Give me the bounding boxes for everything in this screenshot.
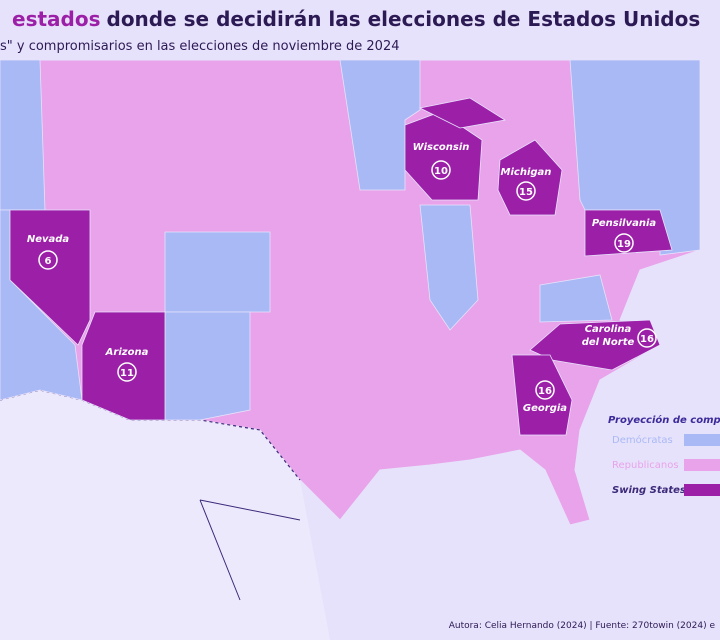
state-shape [164,311,251,421]
border-line [199,499,301,601]
source: Autora: Celia Hernando (2024) | Fuente: … [449,621,716,631]
legend-label: Demócratas [612,434,673,446]
state-name-line: del Norte [582,337,635,348]
mexico [0,390,330,640]
state-name: Michigan [501,167,552,178]
state-shape [419,204,479,331]
state-shape [418,97,507,129]
state-shape [584,209,673,257]
vote-badge [516,181,536,201]
state-name: Georgia [523,403,567,414]
title-rest: donde se decidirán las elecciones de Est… [107,7,701,31]
electoral-votes: 6 [45,256,52,267]
state-shape [511,354,573,436]
electoral-votes: 19 [617,239,631,250]
state-name: Pensilvania [592,218,657,229]
title-highlight: estados [12,7,101,31]
swing-states [9,97,673,436]
vote-badge [535,380,555,400]
vote-badge [431,160,451,180]
legend-swatch [684,484,720,496]
legend-swatch [684,459,720,471]
state-name: Wisconsin [413,142,470,153]
state-shape [539,274,613,323]
state-name: Arizona [105,347,149,358]
state-name: Carolina del Norte [582,324,635,348]
state-shape [81,311,166,421]
electoral-votes: 15 [519,187,533,198]
vote-badge [117,362,137,382]
state-shape [164,231,271,313]
electoral-votes: 11 [120,368,134,379]
vote-badge [614,233,634,253]
electoral-votes: 10 [434,166,448,177]
state-shape [0,59,46,211]
legend-label: Swing States [612,485,686,496]
legend-title: Proyección de compr [608,414,720,426]
electoral-votes: 16 [538,386,552,397]
vote-badge [38,250,58,270]
vote-badge [637,328,657,348]
state-name: Nevada [27,234,70,245]
legend-label: Republicanos [612,460,679,471]
legend-swatch [684,434,720,446]
state-shape [339,59,421,191]
electoral-votes: 16 [640,334,654,345]
title: estados donde se decidirán las elecciones… [12,7,700,31]
state-shape [9,209,91,346]
subtitle: s" y compromisarios en las elecciones de… [0,39,399,54]
state-shape [497,139,563,216]
state-name-line: Carolina [585,324,632,335]
